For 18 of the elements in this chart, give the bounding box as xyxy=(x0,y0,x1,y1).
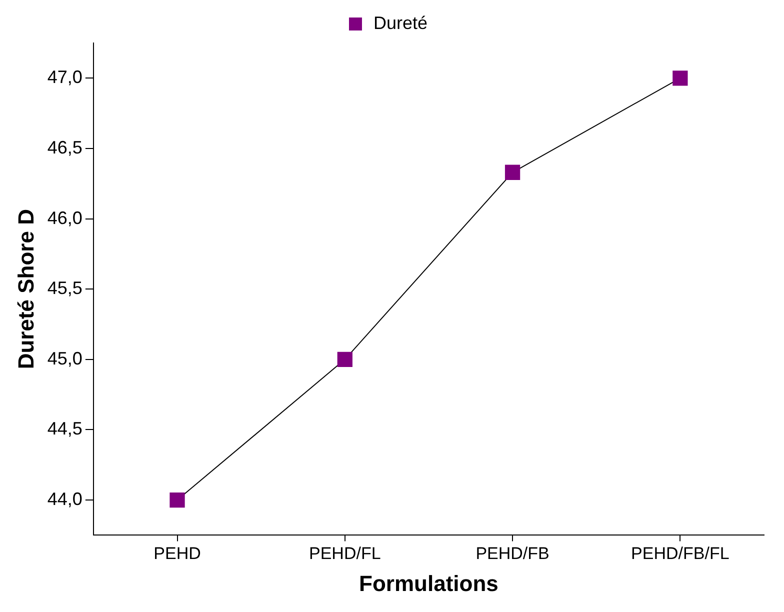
y-tick-label: 46,0 xyxy=(47,208,82,228)
y-tick-label: 44,0 xyxy=(47,489,82,510)
point xyxy=(672,70,688,86)
y-tick-label: 45,0 xyxy=(47,348,82,368)
x-axis-title: Formulations xyxy=(359,570,498,596)
point xyxy=(170,492,185,508)
y-tick-label: 47,0 xyxy=(47,67,82,88)
y-tick-label: 45,5 xyxy=(47,278,82,298)
legend-label: Dureté xyxy=(373,12,428,33)
y-axis-title: Dureté Shore D xyxy=(13,209,38,370)
point xyxy=(504,164,520,180)
x-tick-label: PEHD/FB/FL xyxy=(631,544,730,564)
x-tick-label: PEHD xyxy=(154,544,201,564)
x-tick-label: PEHD/FB xyxy=(476,544,550,564)
x-tick-label: PEHD/FL xyxy=(308,544,381,564)
y-tick-label: 46,5 xyxy=(47,137,82,158)
y-tick-label: 44,5 xyxy=(47,418,82,439)
point xyxy=(337,352,352,367)
